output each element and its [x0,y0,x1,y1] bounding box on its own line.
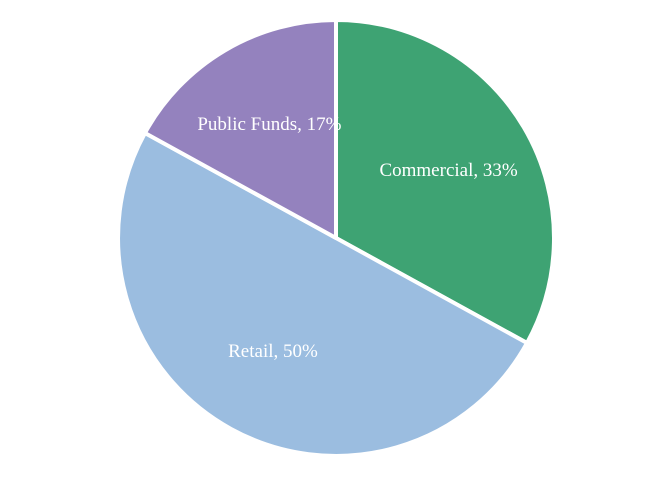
slice-label: Commercial, 33% [379,160,517,181]
slice-label: Public Funds, 17% [197,114,341,135]
pie-slice [142,18,338,240]
pie-slice [334,18,556,346]
pie-slice [116,130,530,458]
slice-label: Retail, 50% [228,341,318,362]
